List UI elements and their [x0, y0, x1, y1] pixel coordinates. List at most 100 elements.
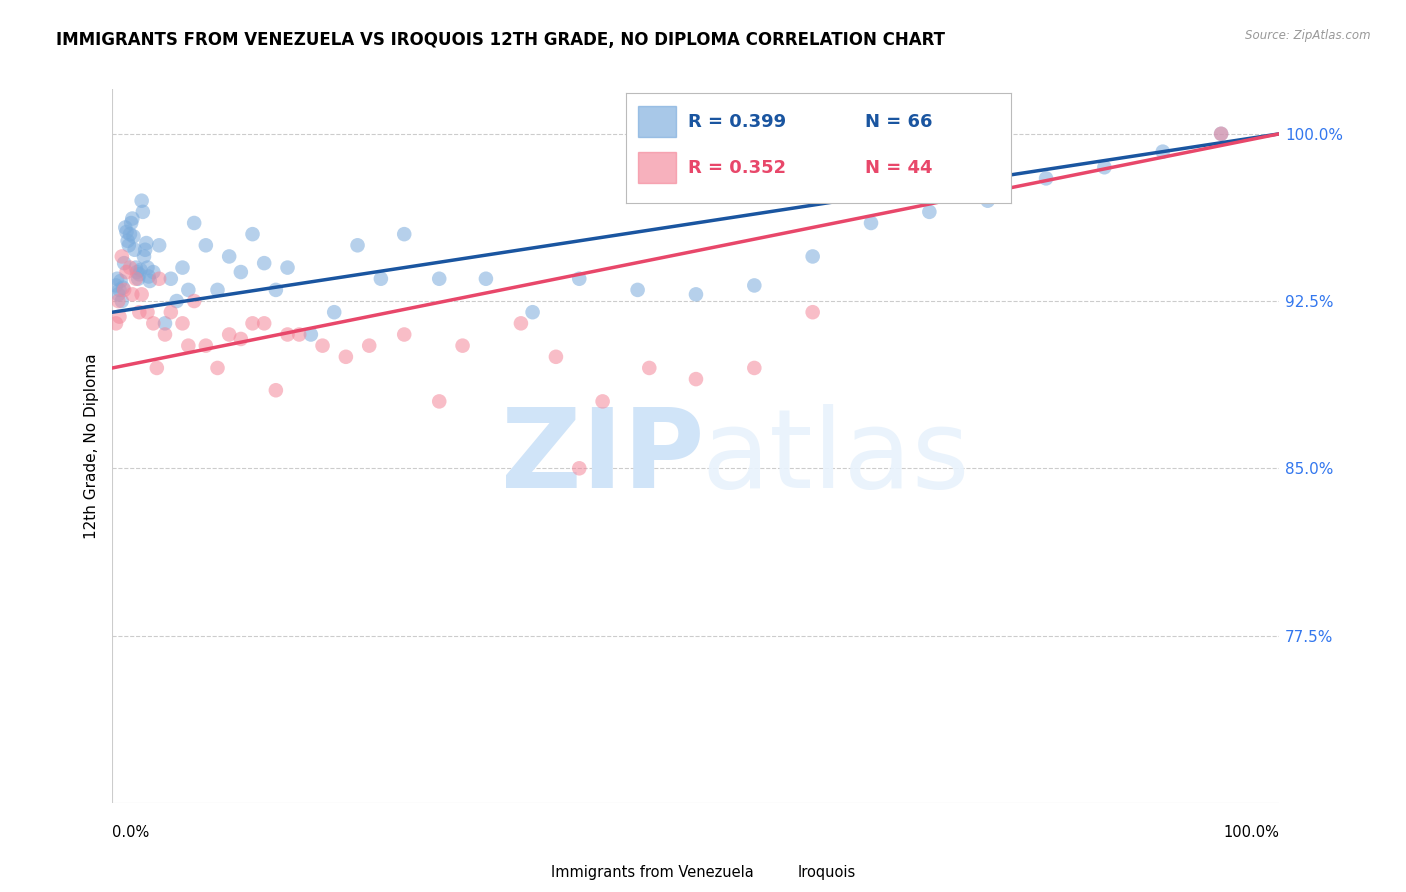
Bar	[637, 153, 676, 184]
Text: R = 0.352: R = 0.352	[688, 159, 786, 177]
Point	[276, 260, 298, 275]
Text: Iroquois: Iroquois	[797, 865, 855, 880]
Point	[207, 283, 229, 297]
Point	[118, 260, 141, 275]
Point	[172, 316, 194, 330]
Point	[134, 243, 156, 257]
Point	[115, 225, 138, 239]
Point	[111, 293, 134, 308]
Point	[166, 293, 188, 308]
Point	[253, 316, 276, 330]
Point	[142, 316, 165, 330]
Point	[1092, 160, 1115, 174]
Point	[638, 360, 661, 375]
Point	[1209, 127, 1232, 141]
Point	[627, 283, 650, 297]
Point	[859, 216, 883, 230]
Point	[335, 350, 357, 364]
Point	[114, 220, 136, 235]
Text: N = 44: N = 44	[865, 159, 932, 177]
Point	[108, 310, 131, 324]
Point	[592, 394, 614, 409]
Text: Immigrants from Venezuela: Immigrants from Venezuela	[551, 865, 754, 880]
Point	[142, 265, 165, 279]
Point	[108, 283, 131, 297]
Point	[148, 238, 170, 252]
Point	[359, 338, 381, 352]
Point	[112, 283, 135, 297]
Point	[153, 316, 176, 330]
Point	[685, 287, 707, 301]
Point	[451, 338, 474, 352]
Point	[115, 265, 138, 279]
Point	[685, 372, 707, 386]
Point	[218, 327, 240, 342]
Point	[242, 316, 264, 330]
Point	[125, 271, 148, 285]
Point	[122, 229, 145, 244]
Point	[475, 271, 498, 285]
Point	[107, 287, 129, 301]
Point	[160, 271, 183, 285]
Point	[264, 283, 287, 297]
Point	[110, 274, 132, 288]
Point	[138, 269, 160, 284]
Point	[346, 238, 368, 252]
Point	[427, 394, 450, 409]
Point	[131, 194, 153, 208]
Point	[509, 316, 531, 330]
Point	[124, 243, 146, 257]
Point	[118, 238, 141, 252]
Point	[148, 271, 170, 285]
Point	[120, 216, 142, 230]
Point	[129, 262, 152, 277]
Point	[177, 283, 200, 297]
Point	[276, 327, 298, 342]
Point	[976, 194, 998, 208]
Point	[172, 260, 194, 275]
Point	[125, 260, 148, 275]
Point	[568, 461, 591, 475]
Point	[135, 235, 157, 250]
Point	[139, 274, 162, 288]
Point	[742, 278, 765, 293]
Point	[1209, 127, 1232, 141]
Point	[118, 227, 141, 241]
Point	[132, 204, 155, 219]
Text: N = 66: N = 66	[865, 112, 932, 130]
Point	[125, 265, 148, 279]
Point	[311, 338, 333, 352]
Point	[299, 327, 322, 342]
Point	[107, 293, 129, 308]
Point	[1035, 171, 1057, 186]
Point	[568, 271, 591, 285]
Point	[253, 256, 276, 270]
Point	[146, 360, 169, 375]
Text: IMMIGRANTS FROM VENEZUELA VS IROQUOIS 12TH GRADE, NO DIPLOMA CORRELATION CHART: IMMIGRANTS FROM VENEZUELA VS IROQUOIS 12…	[56, 31, 945, 49]
Text: 100.0%: 100.0%	[1223, 825, 1279, 840]
Point	[194, 238, 217, 252]
Point	[183, 216, 205, 230]
Point	[105, 271, 128, 285]
Point	[153, 327, 176, 342]
Point	[136, 305, 159, 319]
Y-axis label: 12th Grade, No Diploma: 12th Grade, No Diploma	[83, 353, 98, 539]
Point	[128, 267, 150, 281]
Point	[242, 227, 264, 241]
Text: ZIP: ZIP	[501, 404, 704, 510]
Point	[918, 204, 941, 219]
Point	[136, 260, 159, 275]
Point	[177, 338, 200, 352]
Point	[131, 287, 153, 301]
Point	[544, 350, 567, 364]
Text: 0.0%: 0.0%	[112, 825, 149, 840]
Point	[104, 316, 127, 330]
Point	[229, 332, 252, 346]
Point	[392, 327, 416, 342]
Point	[522, 305, 544, 319]
Point	[104, 278, 127, 293]
Point	[127, 271, 149, 285]
Point	[111, 250, 134, 264]
Point	[128, 305, 150, 319]
Point	[207, 360, 229, 375]
